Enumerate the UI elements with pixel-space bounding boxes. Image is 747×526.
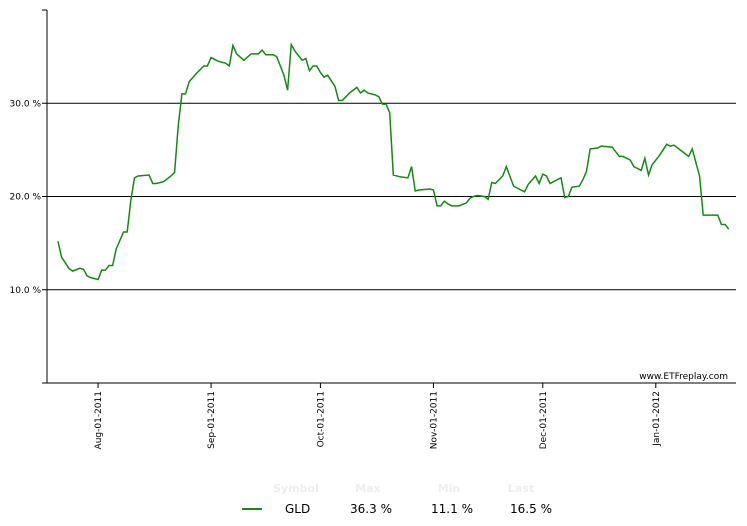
y-tick-label: 20.0 %: [10, 193, 42, 203]
table-cell: 11.1 %: [431, 502, 473, 516]
x-tick-label: Sep-01-2011: [207, 391, 217, 449]
table-cell: GLD: [285, 502, 310, 516]
table-header: Min: [438, 482, 461, 495]
table-cell: 36.3 %: [350, 502, 392, 516]
table-header: Last: [508, 482, 534, 495]
line: [57, 41, 730, 281]
x-tick-label: Nov-01-2011: [429, 391, 439, 449]
x-tick-label: Jan-01-2012: [652, 391, 662, 447]
table-cell: 16.5 %: [510, 502, 552, 516]
x-tick-label: Aug-01-2011: [94, 391, 104, 449]
watermark: www.ETFreplay.com: [639, 372, 728, 382]
y-tick-label: 10.0 %: [10, 286, 42, 296]
x-tick-label: Oct-01-2011: [316, 391, 326, 447]
table-header: Max: [355, 482, 380, 495]
y-tick-label: 30.0 %: [10, 99, 42, 109]
table-header: Symbol: [273, 482, 319, 495]
x-tick-label: Dec-01-2011: [539, 391, 549, 449]
